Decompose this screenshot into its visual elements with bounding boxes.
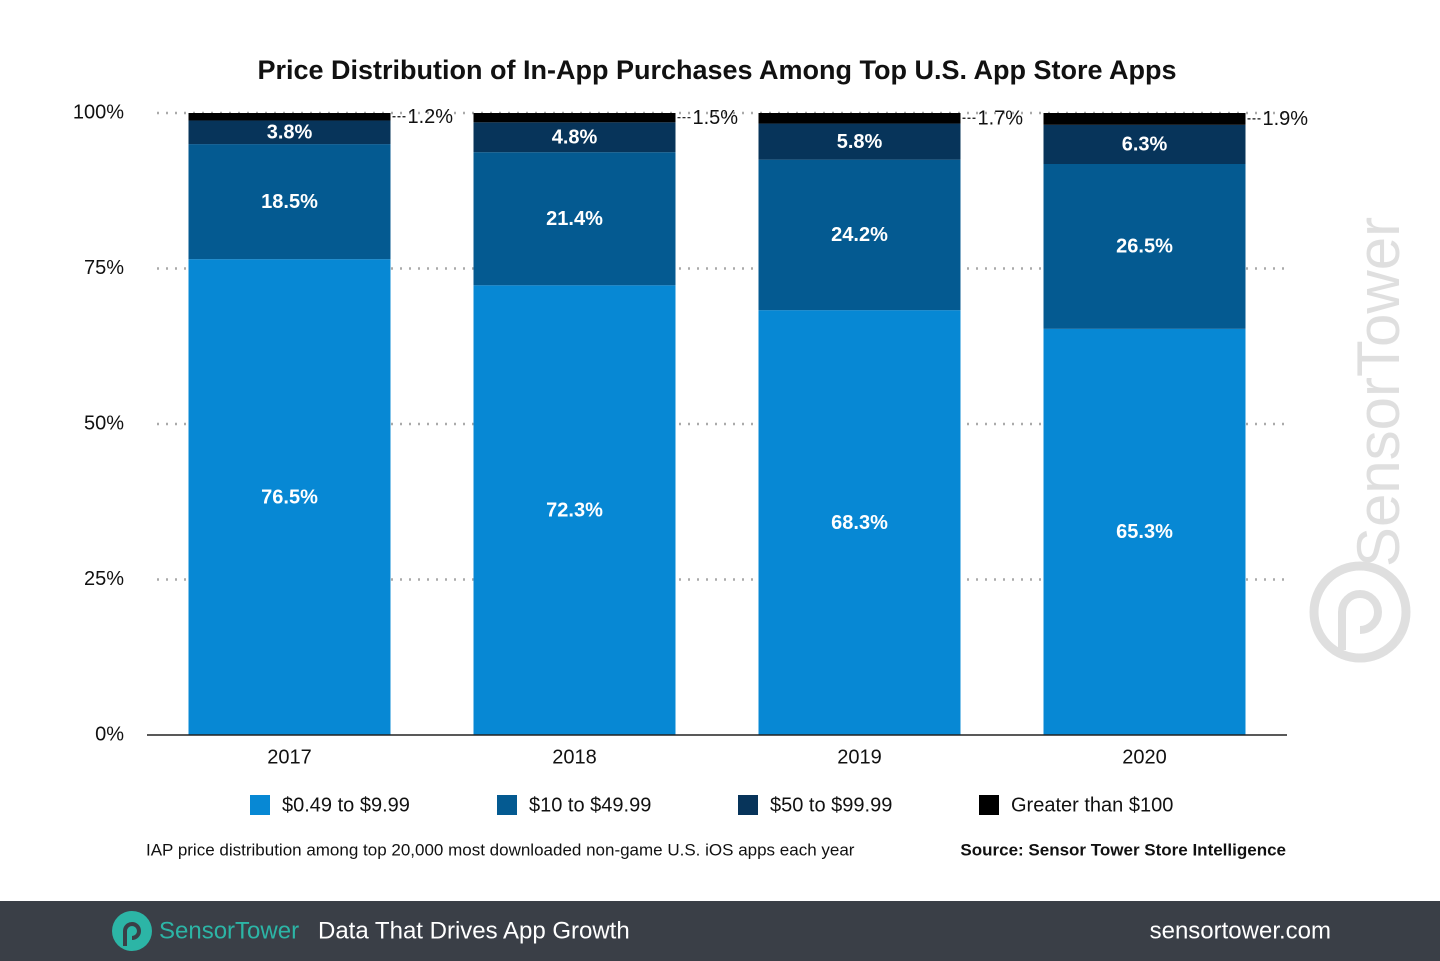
legend-swatch [979,795,999,815]
legend-swatch [250,795,270,815]
data-label: 18.5% [261,191,318,213]
data-label: 72.3% [546,499,603,521]
data-label: 5.8% [837,131,883,153]
footer-brand: SensorTower [159,917,299,944]
y-tick-label: 75% [84,257,124,279]
footer-url: sensortower.com [1150,917,1331,944]
x-tick-label: 2020 [1122,746,1167,768]
y-tick-label: 25% [84,568,124,590]
x-tick-label: 2018 [552,746,597,768]
source: Source: Sensor Tower Store Intelligence [960,840,1286,859]
watermark-logo-mark [1338,590,1382,650]
data-label: 21.4% [546,208,603,230]
footer-logo [112,911,152,951]
y-tick-label: 100% [73,101,124,123]
data-label: 68.3% [831,512,888,534]
data-label: 26.5% [1116,236,1173,258]
data-label: 1.9% [1263,108,1309,130]
bar-segment [1043,328,1246,735]
bar-segment [473,113,676,123]
legend-swatch [738,795,758,815]
legend-label: $50 to $99.99 [770,794,892,816]
bar-segment [1043,124,1246,165]
bar-segment [758,310,961,735]
legend-label: $10 to $49.99 [529,794,651,816]
bar-segment [1043,164,1246,329]
data-label: 76.5% [261,486,318,508]
data-label: 3.8% [267,122,313,144]
legend-swatch [497,795,517,815]
footer-tagline: Data That Drives App Growth [318,917,630,944]
data-label: 1.5% [693,107,739,129]
bar-segment [473,122,676,153]
bar-segment [188,113,391,121]
data-label: 1.7% [978,108,1024,130]
footer-bar [0,901,1440,961]
y-tick-label: 0% [95,723,124,745]
bar-segment [188,120,391,145]
data-label: 1.2% [408,106,454,128]
bar-segment [758,159,961,311]
footer-logo-mark [123,922,141,946]
y-tick-label: 50% [84,412,124,434]
legend-label: $0.49 to $9.99 [282,794,410,816]
note: IAP price distribution among top 20,000 … [146,840,855,859]
bar-segment [473,152,676,286]
bar-segment [758,123,961,160]
bar-segment [473,285,676,735]
bar-segment [188,259,391,735]
data-label: 24.2% [831,224,888,246]
data-label: 6.3% [1122,134,1168,156]
bar-segment [188,144,391,260]
x-tick-label: 2019 [837,746,882,768]
data-label: 65.3% [1116,521,1173,543]
watermark: SensorTower [1309,217,1412,663]
bar-segment [1043,113,1246,125]
bar-segment [758,113,961,124]
x-tick-label: 2017 [267,746,312,768]
legend-label: Greater than $100 [1011,794,1173,816]
watermark-text: SensorTower [1345,217,1412,567]
watermark-logo [1309,561,1411,663]
chart-title: Price Distribution of In-App Purchases A… [257,55,1176,85]
data-label: 4.8% [552,127,598,149]
